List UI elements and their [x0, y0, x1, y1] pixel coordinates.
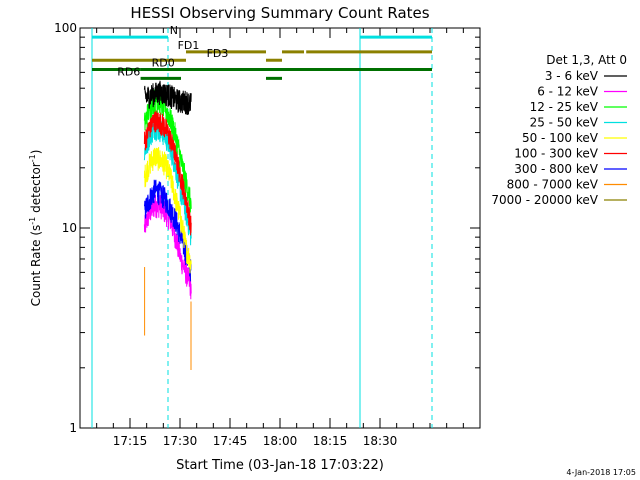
series-line — [143, 179, 192, 282]
legend-entry-label: 300 - 800 keV — [514, 162, 598, 176]
series-line — [143, 147, 192, 274]
legend-entry-label: 6 - 12 keV — [537, 85, 599, 99]
plot-frame — [79, 27, 481, 429]
y-tick-label: 10 — [62, 221, 77, 235]
y-axis-label: Count Rate (s-1 detector-1) — [28, 150, 43, 307]
flag-label: RD0 — [152, 57, 175, 70]
flag-label: RD6 — [117, 65, 140, 78]
legend-entry-label: 7000 - 20000 keV — [491, 193, 598, 207]
legend-entry-label: 3 - 6 keV — [545, 69, 599, 83]
x-tick-label: 17:45 — [213, 434, 248, 448]
series-line — [143, 89, 192, 213]
series-line — [143, 80, 192, 115]
y-tick-label: 100 — [54, 21, 77, 35]
legend-entry-label: 800 - 7000 keV — [507, 178, 599, 192]
series-lines — [143, 80, 192, 370]
x-tick-label: 18:30 — [363, 434, 398, 448]
legend-title: Det 1,3, Att 0 — [546, 53, 627, 67]
x-axis-label: Start Time (03-Jan-18 17:03:22) — [176, 458, 384, 473]
x-tick-label: 17:30 — [163, 434, 198, 448]
chart-title: HESSI Observing Summary Count Rates — [130, 4, 429, 22]
x-tick-label: 18:00 — [263, 434, 298, 448]
flag-label: FD3 — [207, 47, 229, 60]
y-tick-label: 1 — [69, 421, 77, 435]
series-line — [143, 109, 192, 236]
x-tick-label: 17:15 — [113, 434, 148, 448]
flag-label: N — [170, 24, 178, 37]
legend-entry-label: 12 - 25 keV — [530, 100, 599, 114]
axis-ticks: 1 10 100 17:15 17:30 17:45 18:00 18:15 18:30 — [54, 21, 481, 448]
footer-timestamp: 4-Jan-2018 17:05 — [566, 468, 636, 477]
series-line — [143, 119, 192, 246]
legend-entry-label: 25 - 50 keV — [530, 116, 599, 130]
legend-entry-label: 100 - 300 keV — [514, 147, 598, 161]
vertical-markers — [91, 28, 433, 428]
legend-entry-label: 50 - 100 keV — [522, 131, 599, 145]
flag-label: FD1 — [178, 39, 200, 52]
x-tick-label: 18:15 — [313, 434, 348, 448]
